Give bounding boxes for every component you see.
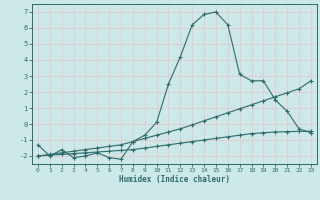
X-axis label: Humidex (Indice chaleur): Humidex (Indice chaleur) [119, 175, 230, 184]
